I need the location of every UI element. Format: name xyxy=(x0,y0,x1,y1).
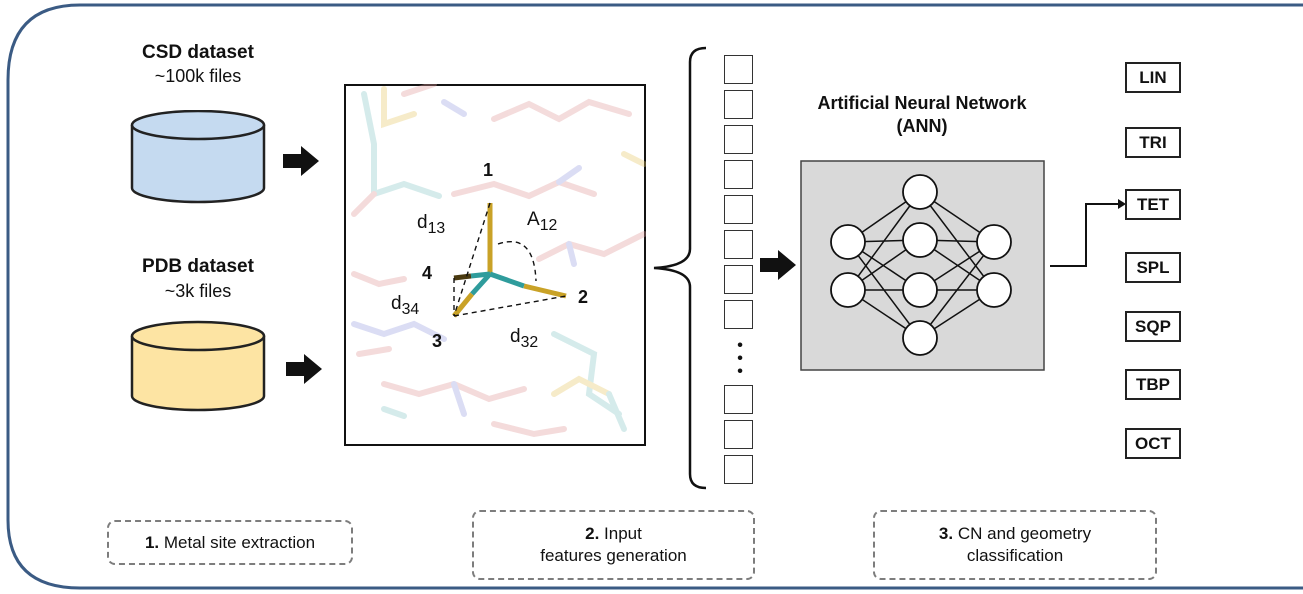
pdb-database-icon xyxy=(130,320,266,412)
ann-title-line2: (ANN) xyxy=(896,116,948,136)
class-label-tri: TRI xyxy=(1125,127,1181,158)
vector-ellipsis: • • • xyxy=(737,337,743,380)
pdb-dataset-subtitle: ~3k files xyxy=(164,281,232,301)
class-label-tbp: TBP xyxy=(1125,369,1181,400)
step-2-box: 2. Input features generation xyxy=(472,510,755,580)
csd-dataset-title: CSD dataset xyxy=(142,42,254,63)
ann-hidden-node xyxy=(902,174,938,210)
step-1-text: Metal site extraction xyxy=(163,532,316,552)
curly-brace-icon xyxy=(653,46,707,490)
distance-lines xyxy=(453,202,567,317)
step-2-text-line2: features generation xyxy=(540,546,687,565)
metal-site-panel xyxy=(344,84,646,446)
atom-label-1: 1 xyxy=(483,160,494,180)
arrow-right-icon xyxy=(760,250,796,280)
step-3-text-line1: CN and geometry xyxy=(957,524,1092,543)
feature-vector-cell xyxy=(724,55,753,84)
feature-vector-cell xyxy=(724,195,753,224)
distance-label-d13: d13 xyxy=(417,212,446,237)
pdb-dataset-title: PDB dataset xyxy=(142,256,254,277)
step-3-number: 3. xyxy=(938,524,954,543)
ann-title: Artificial Neural Network (ANN) xyxy=(762,92,1082,138)
feature-vector-cell xyxy=(724,420,753,449)
step-1-number: 1. xyxy=(144,532,160,552)
ann-input-node xyxy=(830,272,866,308)
feature-vector-cell xyxy=(724,265,753,294)
step-2-number: 2. xyxy=(585,524,600,543)
ann-output-node xyxy=(976,272,1012,308)
arrow-right-icon xyxy=(286,354,322,384)
arrow-right-icon xyxy=(283,146,319,176)
ann-network-diagram xyxy=(800,160,1045,371)
step-1-box: 1. Metal site extraction xyxy=(107,520,353,565)
ann-hidden-node xyxy=(902,222,938,258)
step-3-box: 3. CN and geometry classification xyxy=(873,510,1157,580)
feature-vector-cell xyxy=(724,160,753,189)
background-molecules xyxy=(351,84,646,438)
class-label-oct: OCT xyxy=(1125,428,1181,459)
distance-label-d32: d32 xyxy=(510,326,539,351)
class-label-lin: LIN xyxy=(1125,62,1181,93)
ann-title-line1: Artificial Neural Network xyxy=(817,93,1027,113)
ann-output-node xyxy=(976,224,1012,260)
ann-input-node xyxy=(830,224,866,260)
feature-vector-cell xyxy=(724,300,753,329)
class-label-tet: TET xyxy=(1125,189,1181,220)
feature-vector-cell xyxy=(724,90,753,119)
atom-label-2: 2 xyxy=(578,287,589,307)
atom-label-3: 3 xyxy=(432,331,443,351)
metal-site-model xyxy=(452,203,567,318)
angle-label-a12: A12 xyxy=(527,209,558,234)
distance-label-d34: d34 xyxy=(391,293,420,318)
atom-label-4: 4 xyxy=(422,263,433,283)
feature-vector-cell xyxy=(724,230,753,259)
feature-vector-cell xyxy=(724,125,753,154)
output-connector-arrow xyxy=(1050,199,1126,267)
step-2-text-line1: Input xyxy=(604,524,642,543)
class-label-sqp: SQP xyxy=(1125,311,1181,342)
ann-hidden-node xyxy=(902,272,938,308)
feature-vector-cell xyxy=(724,455,753,484)
ann-hidden-node xyxy=(902,320,938,356)
step-3-text-line2: classification xyxy=(966,546,1064,565)
class-label-spl: SPL xyxy=(1125,252,1181,283)
feature-vector-cell xyxy=(724,385,753,414)
csd-dataset-subtitle: ~100k files xyxy=(154,66,242,86)
csd-database-icon xyxy=(130,110,266,204)
